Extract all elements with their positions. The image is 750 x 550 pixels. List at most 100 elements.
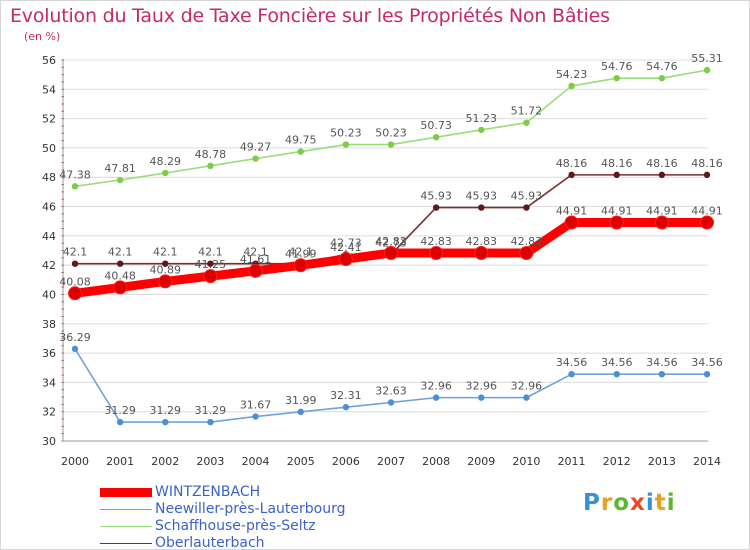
series-schaffhouse-pr-s-seltz: 47.38 47.81 48.29 48.78 49.27 49.75 50.23 50.23…	[59, 52, 723, 190]
data-label: 42.1	[198, 246, 223, 259]
logo-letter: o	[613, 490, 631, 516]
x-tick-label: 2003	[196, 455, 224, 468]
data-point	[116, 260, 124, 267]
chart-subtitle: (en %)	[24, 30, 61, 43]
data-label: 40.08	[59, 275, 91, 288]
data-label: 42.73	[375, 236, 407, 249]
data-label: 42.83	[466, 235, 498, 248]
data-point	[609, 215, 624, 230]
y-tick-label: 46	[42, 201, 56, 214]
data-point	[71, 260, 79, 267]
y-tick-label: 34	[42, 376, 56, 389]
data-point	[384, 245, 398, 260]
x-tick-label: 2013	[648, 455, 676, 468]
data-label: 36.29	[59, 331, 91, 344]
y-tick-label: 54	[42, 83, 56, 96]
data-label: 48.78	[195, 148, 227, 161]
data-point	[68, 286, 82, 301]
legend-label: Schaffhouse-près-Seltz	[155, 518, 316, 534]
data-label: 51.72	[511, 105, 543, 118]
y-tick-label: 30	[42, 435, 56, 448]
data-label: 34.56	[646, 356, 678, 369]
data-label: 48.16	[556, 157, 588, 170]
logo-letter: i	[666, 490, 676, 516]
data-point	[162, 260, 169, 267]
y-tick-label: 50	[42, 142, 56, 155]
data-label: 45.93	[466, 190, 498, 203]
data-label: 50.23	[375, 127, 407, 140]
data-point	[432, 204, 440, 211]
y-tick-label: 44	[42, 230, 56, 243]
logo-letter: x	[630, 490, 646, 516]
data-point	[207, 260, 214, 267]
data-label: 55.31	[691, 52, 723, 65]
legend-swatch	[100, 543, 152, 544]
data-point	[252, 413, 259, 420]
legend-item: Schaffhouse-près-Seltz	[100, 518, 345, 535]
data-label: 48.16	[646, 157, 678, 170]
data-point	[564, 215, 579, 230]
data-label: 45.93	[511, 190, 543, 203]
data-label: 32.96	[420, 380, 452, 393]
series-neewiller-pr-s-lauterbourg: 36.29 31.29 31.29 31.29 31.67 31.99 32.31 32.63…	[59, 331, 723, 426]
x-tick-label: 2000	[61, 455, 89, 468]
data-label: 42.83	[375, 235, 407, 248]
data-point	[71, 183, 79, 190]
x-tick-label: 2008	[422, 455, 450, 468]
data-point	[519, 245, 534, 260]
data-point	[523, 394, 530, 401]
x-tick-label: 2012	[603, 455, 631, 468]
data-point	[658, 74, 666, 82]
data-label: 40.89	[150, 263, 182, 276]
data-point	[703, 171, 711, 179]
data-point	[568, 171, 575, 179]
data-point	[478, 204, 485, 211]
data-label: 34.56	[601, 356, 633, 369]
data-label: 41.99	[285, 247, 317, 260]
x-tick-labels: 2000 2001 2002 2003 2004 2005 2006 2007 2008 2009…	[61, 455, 721, 468]
data-point	[658, 171, 666, 179]
data-label: 50.73	[420, 119, 452, 132]
y-tick-label: 48	[42, 171, 56, 184]
data-point	[207, 162, 214, 170]
data-label: 49.75	[285, 134, 317, 147]
y-tick-label: 32	[42, 406, 56, 419]
data-point	[162, 418, 169, 426]
data-label: 50.23	[330, 127, 362, 140]
data-point	[162, 169, 169, 177]
logo-letter: t	[654, 490, 667, 516]
data-point	[116, 176, 124, 184]
data-label: 48.16	[691, 157, 723, 170]
y-tick-label: 42	[42, 259, 56, 272]
y-tick-label: 36	[42, 347, 56, 360]
data-point	[387, 399, 395, 406]
legend-swatch	[100, 526, 152, 527]
data-label: 44.91	[691, 205, 723, 218]
data-label: 42.1	[108, 246, 133, 259]
series-wintzenbach: 40.08 40.48 40.89 41.25 41.61 41.99 42.41 42.83…	[59, 205, 723, 301]
data-point	[523, 119, 530, 126]
legend-label: Neewiller-près-Lauterbourg	[155, 501, 346, 517]
data-point	[523, 204, 530, 211]
y-tick-label: 38	[42, 318, 56, 331]
data-label: 48.16	[601, 157, 633, 170]
data-label: 31.67	[240, 399, 272, 412]
data-label: 42.1	[288, 246, 313, 259]
data-point	[658, 370, 666, 378]
data-label: 45.93	[420, 190, 452, 203]
legend-item: WINTZENBACH	[100, 484, 345, 501]
data-label: 32.63	[375, 384, 407, 397]
data-point	[207, 418, 214, 426]
data-point	[387, 141, 395, 148]
data-label: 31.29	[195, 404, 227, 417]
data-point	[478, 394, 485, 401]
data-point	[297, 148, 304, 155]
legend-swatch	[100, 488, 152, 497]
data-point	[342, 403, 350, 411]
data-label: 44.91	[556, 205, 588, 218]
data-label: 42.83	[511, 235, 543, 248]
data-point	[703, 370, 711, 378]
legend-swatch	[100, 509, 152, 510]
line-chart: 30 32 34 36 38 40 42 44 46 48 50 52 54 56 2000 2001 2002…	[42, 52, 723, 468]
